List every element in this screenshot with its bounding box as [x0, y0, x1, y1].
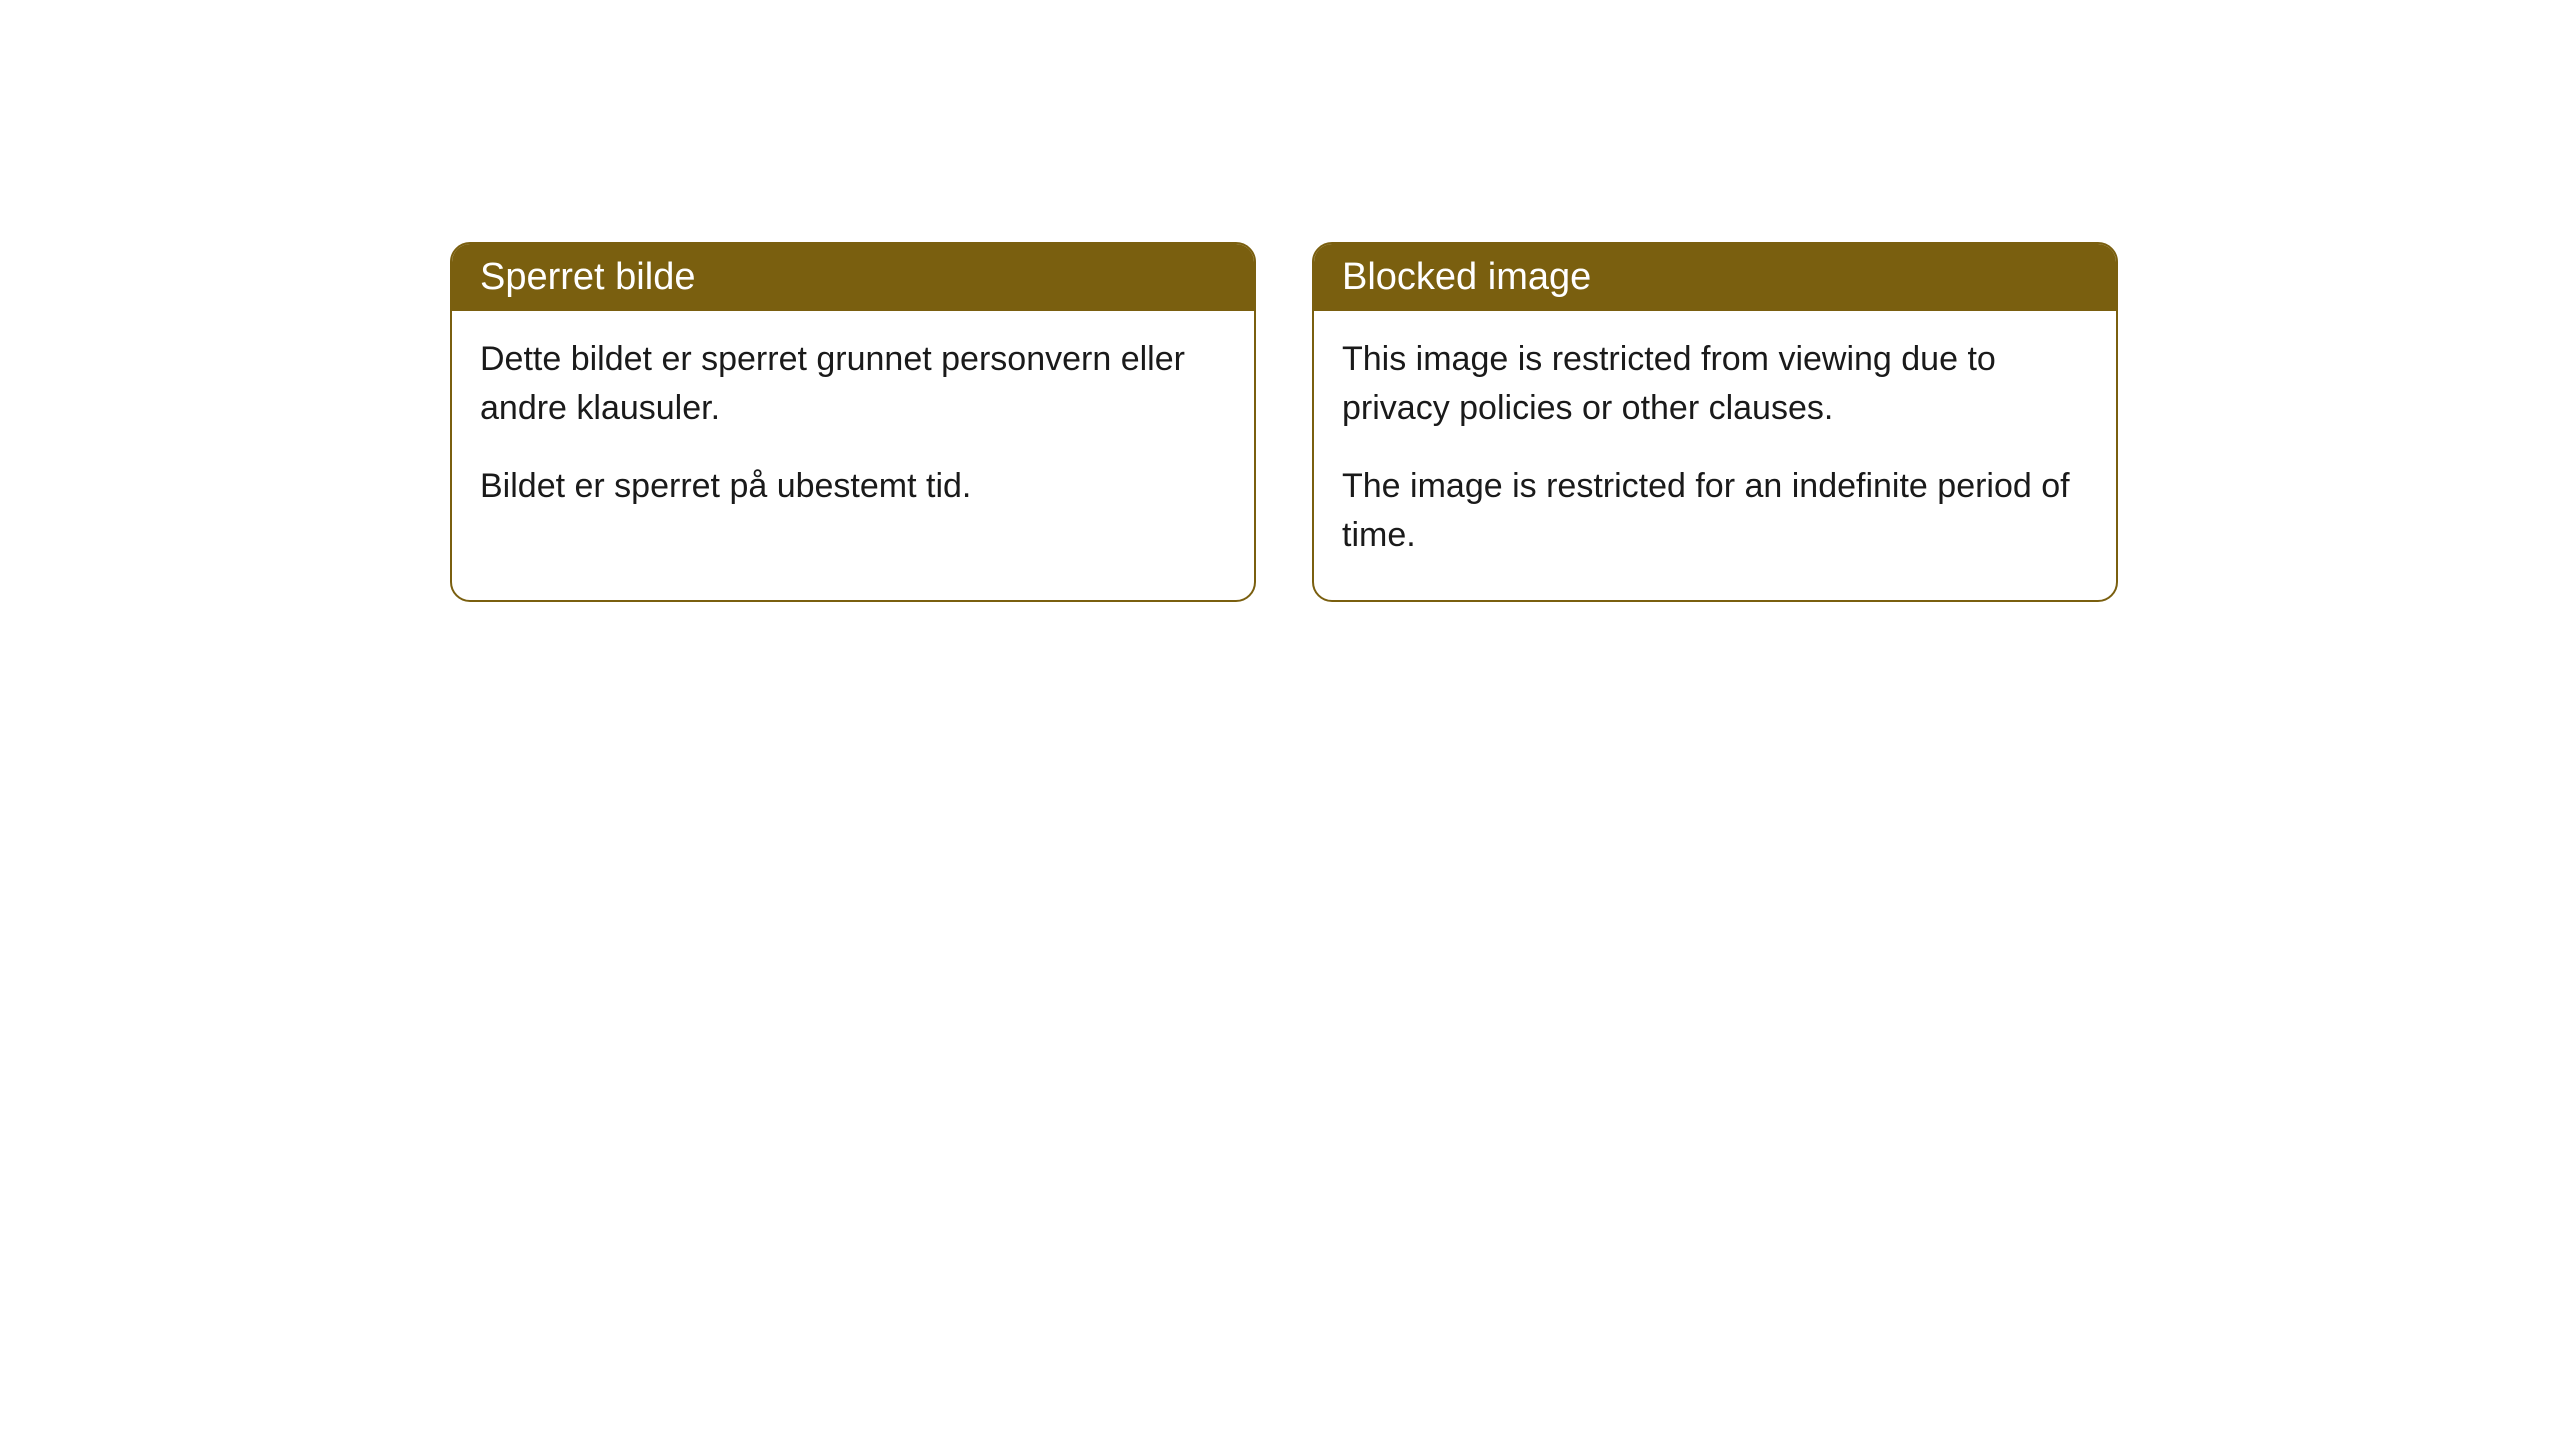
card-header: Blocked image — [1314, 244, 2116, 311]
card-title: Sperret bilde — [480, 256, 695, 298]
card-body: Dette bildet er sperret grunnet personve… — [452, 311, 1254, 551]
blocked-image-card-norwegian: Sperret bilde Dette bildet er sperret gr… — [450, 242, 1256, 602]
card-title: Blocked image — [1342, 256, 1591, 298]
blocked-image-card-english: Blocked image This image is restricted f… — [1312, 242, 2118, 602]
card-paragraph: The image is restricted for an indefinit… — [1342, 462, 2088, 561]
card-paragraph: Bildet er sperret på ubestemt tid. — [480, 462, 1226, 511]
card-paragraph: Dette bildet er sperret grunnet personve… — [480, 335, 1226, 434]
card-body: This image is restricted from viewing du… — [1314, 311, 2116, 600]
card-header: Sperret bilde — [452, 244, 1254, 311]
notice-cards-container: Sperret bilde Dette bildet er sperret gr… — [450, 242, 2118, 602]
card-paragraph: This image is restricted from viewing du… — [1342, 335, 2088, 434]
